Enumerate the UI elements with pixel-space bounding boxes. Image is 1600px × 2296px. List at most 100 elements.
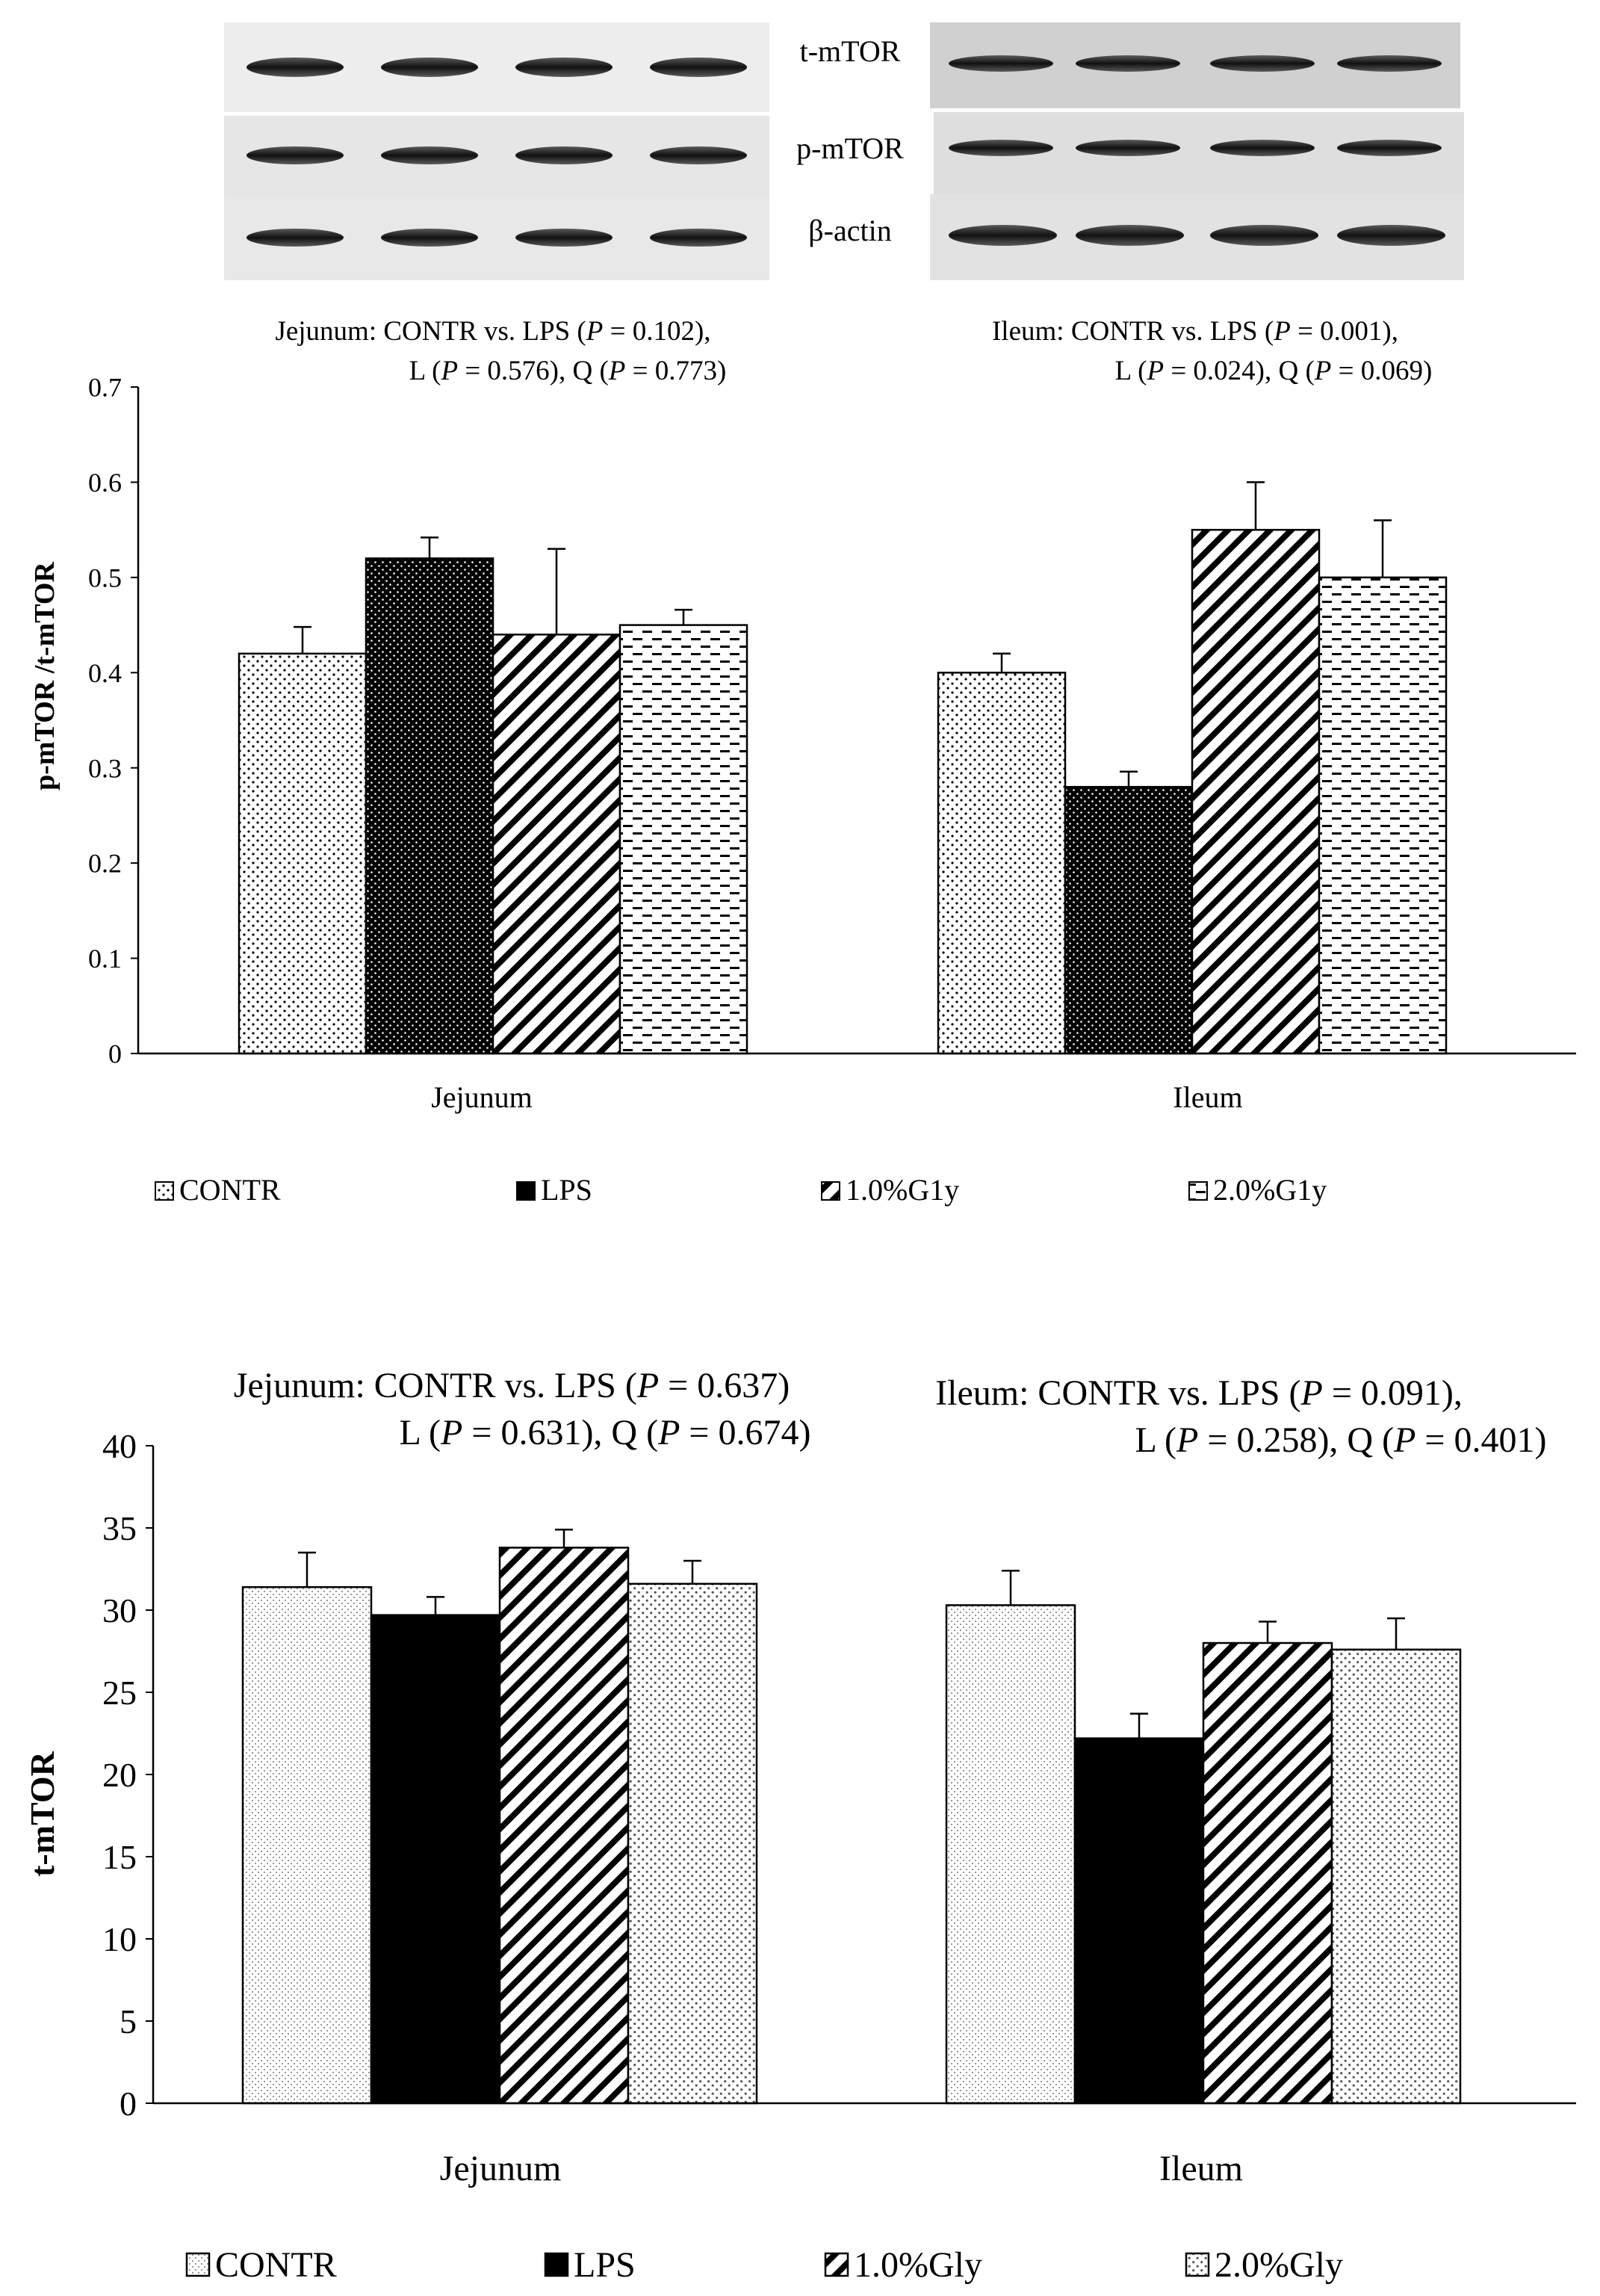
chart1-axes [137, 387, 1576, 1055]
bar-ileum-10gly [1202, 1641, 1333, 2105]
blot-band [650, 229, 747, 247]
bar-jejunum-lps [365, 557, 494, 1055]
chart-pmtor-ratio: Jejunum: CONTR vs. LPS (P = 0.102), L (P… [29, 316, 1576, 1207]
blot-label-actin: β-actin [808, 214, 891, 247]
blot-band [246, 58, 344, 77]
western-blot-panel: t-mTOR p-mTOR β-actin [224, 22, 1464, 280]
y-tick-label: 0 [120, 2085, 137, 2123]
y-tick-label: 35 [102, 1509, 137, 1547]
chart2-legend-label-lps: LPS [574, 2245, 636, 2285]
blot-label-tmtor: t-mTOR [800, 34, 901, 68]
chart1-category-ileum: Ileum [1173, 1080, 1242, 1114]
bar-ileum-contr [945, 1604, 1076, 2105]
blot-bands [246, 55, 1445, 247]
blot-band [246, 229, 344, 247]
y-tick-label: 0.6 [88, 468, 122, 498]
chart2-y-axis-label: t-mTOR [23, 1751, 61, 1877]
chart1-legend-label-lps: LPS [541, 1173, 592, 1207]
bar-jejunum-lps [370, 1614, 501, 2105]
blot-band [1076, 55, 1180, 72]
chart1-annotation-jejunum-line1: Jejunum: CONTR vs. LPS (P = 0.102), [275, 316, 710, 347]
chart1-annotation-ileum-line2: L (P = 0.024), Q (P = 0.069) [1115, 356, 1433, 386]
blot-band [949, 225, 1057, 246]
chart1-category-jejunum: Jejunum [431, 1080, 533, 1114]
chart1-legend-label-contr: CONTR [179, 1173, 281, 1207]
bar-jejunum-10gly [498, 1547, 630, 2105]
bar-jejunum-contr [241, 1585, 373, 2105]
chart1-legend-swatch-lps [516, 1181, 536, 1201]
blot-band [1076, 140, 1180, 156]
chart1-annotation-ileum-line1: Ileum: CONTR vs. LPS (P = 0.001), [992, 316, 1398, 347]
chart2-legend: CONTR LPS 1.0%Gly 2.0%Gly [185, 2245, 1343, 2285]
chart2-axes [152, 1446, 1576, 2105]
y-tick-label: 25 [102, 1674, 137, 1712]
blot-band [1337, 225, 1445, 246]
y-tick-label: 5 [120, 2002, 137, 2040]
y-tick-label: 0.4 [88, 658, 122, 688]
chart1-legend-label-gly1: 1.0%G1y [846, 1173, 959, 1207]
bar-ileum-20g1y [1318, 576, 1448, 1055]
blot-band [381, 146, 478, 164]
blot-band [1210, 140, 1315, 156]
blot-band [1210, 225, 1318, 246]
bar-jejunum-20g1y [618, 624, 748, 1055]
chart2-annotation-ileum-line2: L (P = 0.258), Q (P = 0.401) [1135, 1420, 1547, 1460]
chart1-y-axis-label: p-mTOR /t-mTOR [29, 562, 61, 790]
bar-ileum-10g1y [1191, 528, 1321, 1055]
chart-tmtor: Jejunum: CONTR vs. LPS (P = 0.637) L (P … [23, 1366, 1576, 2285]
y-tick-label: 10 [102, 1920, 137, 1958]
chart2-category-jejunum: Jejunum [440, 2149, 562, 2188]
blot-band [650, 146, 747, 164]
blot-band [246, 146, 344, 164]
chart2-legend-label-gly2: 2.0%Gly [1215, 2245, 1343, 2285]
chart1-legend-label-gly2: 2.0%G1y [1213, 1173, 1327, 1207]
blot-band [949, 140, 1053, 156]
y-tick-label: 40 [102, 1427, 137, 1465]
bar-ileum-lps [1073, 1737, 1205, 2105]
blot-band [1337, 55, 1442, 72]
y-tick-label: 0.1 [88, 944, 122, 974]
chart2-y-ticks: 0 5 10 15 20 25 30 35 40 [102, 1427, 153, 2123]
chart2-legend-label-gly1: 1.0%Gly [854, 2245, 982, 2285]
blot-band [515, 58, 613, 77]
blot-band [650, 58, 747, 77]
chart1-legend-swatch-gly2 [1188, 1181, 1208, 1201]
chart1-bars [238, 481, 1448, 1055]
bar-jejunum-contr [238, 652, 368, 1055]
bar-ileum-lps [1064, 785, 1194, 1055]
y-tick-label: 0.7 [88, 373, 122, 403]
chart2-legend-label-contr: CONTR [215, 2245, 337, 2285]
chart2-annotation-jejunum-line2: L (P = 0.631), Q (P = 0.674) [400, 1413, 811, 1452]
y-tick-label: 0.2 [88, 849, 122, 879]
y-tick-label: 0.5 [88, 563, 122, 592]
chart2-bars [241, 1528, 1462, 2105]
chart1-y-ticks: 0 0.1 0.2 0.3 0.4 0.5 0.6 0.7 [88, 373, 138, 1069]
blot-band [381, 58, 478, 77]
blot-band [515, 229, 613, 247]
blot-band [1337, 140, 1442, 156]
chart2-annotation-jejunum-line1: Jejunum: CONTR vs. LPS (P = 0.637) [234, 1366, 790, 1405]
y-tick-label: 0 [108, 1039, 122, 1069]
chart2-legend-swatch-gly1 [824, 2252, 849, 2277]
chart1-legend-swatch-gly1 [821, 1181, 840, 1201]
chart1-legend-swatch-contr [155, 1181, 174, 1201]
blot-band [949, 55, 1053, 72]
chart1-annotation-jejunum-line2: L (P = 0.576), Q (P = 0.773) [409, 356, 727, 386]
blot-label-pmtor: p-mTOR [796, 131, 904, 165]
bar-jejunum-20gly [627, 1582, 758, 2105]
blot-band [1210, 55, 1315, 72]
bar-ileum-contr [937, 672, 1067, 1055]
bar-ileum-20gly [1330, 1648, 1462, 2105]
chart2-legend-swatch-lps [544, 2252, 569, 2277]
y-tick-label: 15 [102, 1838, 137, 1876]
chart1-legend: CONTR LPS 1.0%G1y 2.0%G1y [155, 1173, 1327, 1207]
blot-band [515, 146, 613, 164]
y-tick-label: 20 [102, 1756, 137, 1794]
chart2-annotation-ileum-line1: Ileum: CONTR vs. LPS (P = 0.091), [935, 1373, 1463, 1413]
chart2-legend-swatch-contr [185, 2252, 211, 2277]
y-tick-label: 30 [102, 1591, 137, 1630]
chart2-legend-swatch-gly2 [1185, 2252, 1210, 2277]
blot-band [1076, 225, 1184, 246]
bar-jejunum-10g1y [492, 634, 621, 1055]
